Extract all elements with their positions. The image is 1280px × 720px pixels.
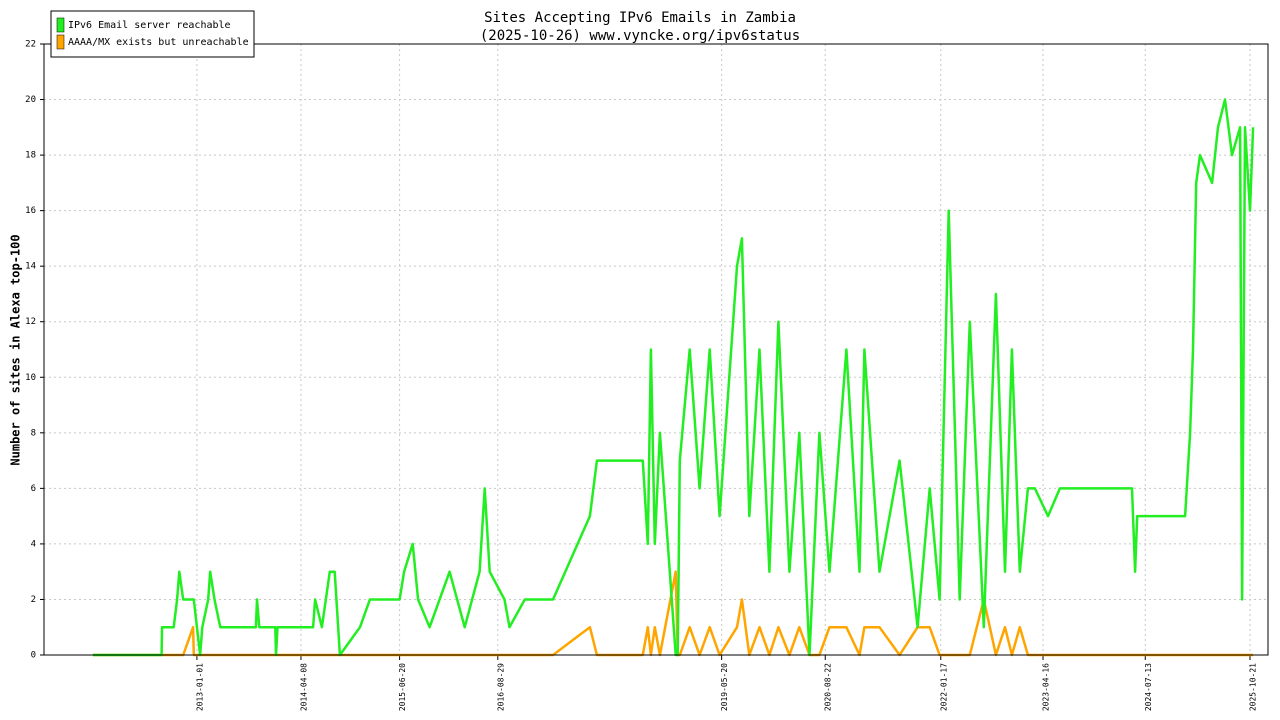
data-line	[92, 98, 1255, 657]
legend-swatch	[56, 34, 65, 50]
y-tick-label: 8	[31, 428, 36, 438]
plot-frame	[43, 43, 1269, 656]
grid: 0 2 4 6 8 10 12 14 16 18 20 22 2013-01-01 2014-04-08 2…	[25, 40, 1268, 711]
legend-box	[50, 10, 255, 58]
y-tick-label: 6	[31, 484, 36, 494]
x-tick-label: 2014-04-08	[299, 663, 308, 711]
x-tick-label: 2023-04-16	[1042, 663, 1051, 711]
chart-subtitle: (2025-10-26) www.vyncke.org/ipv6status	[480, 28, 800, 44]
legend: IPv6 Email server reachable AAAA/MX exist…	[50, 10, 255, 58]
x-tick-label: 2016-08-29	[496, 663, 505, 711]
legend-label: AAAA/MX exists but unreachable	[68, 37, 249, 48]
y-tick-label: 20	[25, 95, 36, 105]
y-tick-label: 2	[31, 595, 36, 605]
x-tick-label: 2020-08-22	[824, 663, 833, 711]
legend-swatch	[56, 17, 65, 33]
x-tick-label: 2022-01-17	[939, 663, 948, 711]
x-tick-label: 2015-06-20	[398, 663, 407, 711]
y-tick-label: 14	[25, 262, 36, 272]
y-axis-label: Number of sites in Alexa top-100	[9, 234, 23, 465]
x-tick-label: 2019-05-20	[720, 663, 729, 711]
legend-label: IPv6 Email server reachable	[68, 20, 231, 31]
x-tick-label: 2025-10-21	[1248, 663, 1257, 711]
y-tick-label: 10	[25, 373, 36, 383]
y-tick-label: 12	[25, 317, 36, 327]
y-tick-label: 22	[25, 40, 36, 50]
x-tick-label: 2024-07-13	[1144, 663, 1153, 711]
x-tick-label: 2013-01-01	[195, 663, 204, 711]
chart-title: Sites Accepting IPv6 Emails in Zambia	[484, 10, 796, 26]
y-tick-label: 4	[31, 539, 36, 549]
y-tick-label: 18	[25, 151, 36, 161]
y-tick-label: 0	[31, 651, 36, 661]
y-tick-label: 16	[25, 206, 36, 216]
